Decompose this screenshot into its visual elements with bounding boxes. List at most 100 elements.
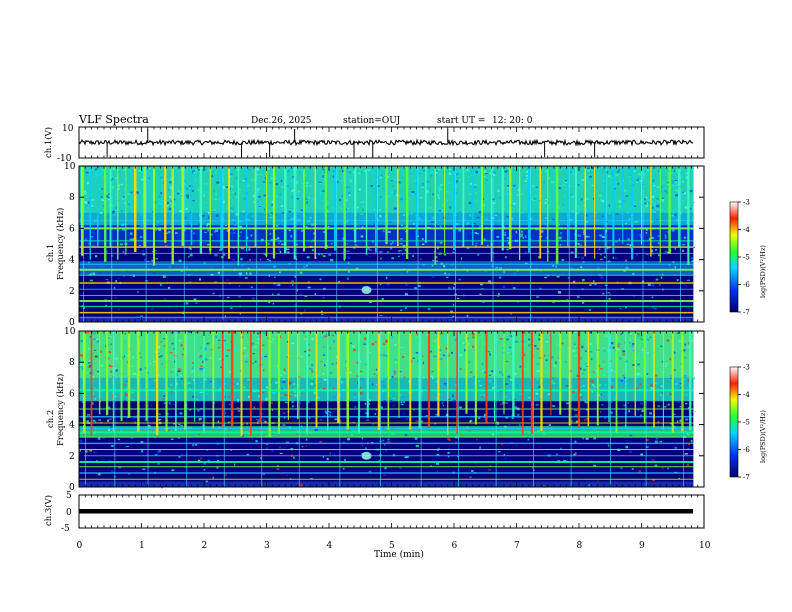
spectrogram-speckle <box>556 275 560 278</box>
spectrogram-speckle <box>259 186 262 190</box>
spectrogram-speckle <box>542 387 545 390</box>
spectrogram-speckle <box>219 179 221 182</box>
spectrogram-speckle <box>584 399 586 402</box>
spectrogram-speckle <box>312 249 315 252</box>
spectrogram-speckle <box>673 208 676 210</box>
spectrogram-speckle <box>358 387 362 389</box>
spectrogram-speckle <box>483 204 485 207</box>
spectrogram-speckle <box>392 241 394 244</box>
spectrogram-speckle <box>602 292 605 295</box>
spectrogram-speckle <box>565 402 570 405</box>
spectrogram-speckle <box>415 420 419 422</box>
spectrogram-speckle <box>89 279 93 282</box>
spectrogram-energy-region <box>79 316 694 322</box>
spectrogram-speckle <box>291 342 295 345</box>
spectrogram-speckle <box>282 224 286 227</box>
spectrogram-speckle <box>352 430 355 432</box>
spectrogram-speckle <box>526 174 528 177</box>
spectrogram-speckle <box>665 363 668 365</box>
spectrogram-speckle <box>649 336 652 338</box>
spectrogram-speckle <box>289 394 293 397</box>
spectrogram-speckle <box>691 257 694 260</box>
spectrogram-speckle <box>188 281 192 283</box>
spectrogram-speckle <box>280 194 282 196</box>
spectrogram-speckle <box>112 210 116 213</box>
spectrogram-speckle <box>314 428 318 432</box>
spectrogram-speckle <box>215 214 219 217</box>
spectrogram-speckle <box>94 349 97 351</box>
spectrogram-speckle <box>330 376 333 379</box>
spectrogram-speckle <box>521 230 523 233</box>
spectrogram-speckle <box>181 360 184 362</box>
spectrogram-speckle <box>106 172 108 176</box>
spectrogram-speckle <box>233 463 236 466</box>
ch1-colorbar <box>729 201 739 313</box>
spectrogram-speckle <box>442 204 445 207</box>
spectrogram-speckle <box>192 378 195 382</box>
spectrogram-speckle <box>241 352 245 354</box>
spectrogram-speckle <box>108 351 111 354</box>
spectrogram-speckle <box>390 221 392 223</box>
spectrogram-speckle <box>330 243 333 245</box>
spectrogram-speckle <box>569 193 573 196</box>
spectrogram-speckle <box>587 167 590 170</box>
spectrogram-speckle <box>679 419 682 422</box>
spectrogram-speckle <box>188 247 190 250</box>
spectrogram-energy-region <box>79 261 694 276</box>
spectrogram-speckle <box>124 334 127 337</box>
spectrogram-speckle <box>157 462 160 465</box>
spectrogram-speckle <box>318 381 320 383</box>
spectrogram-speckle <box>506 237 510 240</box>
spectrogram-speckle <box>528 344 530 347</box>
spectrogram-speckle <box>291 280 294 282</box>
spectrogram-speckle <box>107 196 110 199</box>
spectrogram-speckle <box>367 223 370 226</box>
spectrogram-speckle <box>607 292 611 294</box>
spectrogram-speckle <box>348 182 352 184</box>
spectrogram-ytick-label: 8 <box>69 358 75 368</box>
spectrogram-speckle <box>690 439 693 443</box>
spectrogram-speckle <box>291 196 294 198</box>
spectrogram-speckle <box>189 211 192 214</box>
ch2-spectrogram-ylabel: Frequency (kHz) <box>55 374 66 446</box>
spectrogram-speckle <box>447 451 450 454</box>
spectrogram-speckle <box>657 405 660 407</box>
spectrogram-speckle <box>654 374 658 377</box>
spectrogram-speckle <box>186 196 189 199</box>
spectrogram-speckle <box>346 207 349 210</box>
spectrogram-speckle <box>450 351 453 354</box>
spectrogram-speckle <box>125 393 128 396</box>
spectrogram-speckle <box>578 209 581 212</box>
spectrogram-speckle <box>632 350 635 352</box>
spectrogram-speckle <box>655 210 660 213</box>
spectrogram-speckle <box>670 423 673 425</box>
spectrogram-speckle <box>570 251 574 254</box>
spectrogram-speckle <box>479 446 481 449</box>
spectrogram-speckle <box>242 210 245 212</box>
spectrogram-speckle <box>163 345 166 347</box>
spectrogram-speckle <box>439 225 442 228</box>
spectrogram-speckle <box>262 181 266 183</box>
spectrogram-speckle <box>508 424 511 427</box>
spectrogram-speckle <box>239 235 241 237</box>
spectrogram-speckle <box>470 231 472 234</box>
spectrogram-speckle <box>361 369 364 372</box>
spectrogram-speckle <box>539 287 542 290</box>
spectrogram-speckle <box>614 392 617 395</box>
spectrogram-speckle <box>238 220 242 223</box>
spectrogram-speckle <box>117 203 121 205</box>
spectrogram-speckle <box>359 392 363 395</box>
spectrogram-speckle <box>379 314 383 317</box>
spectrogram-speckle <box>232 398 235 400</box>
spectrogram-speckle <box>444 174 447 176</box>
spectrogram-speckle <box>593 280 595 283</box>
spectrogram-speckle <box>223 383 227 385</box>
spectrogram-speckle <box>371 383 374 386</box>
spectrogram-speckle <box>107 345 110 347</box>
spectrogram-speckle <box>535 195 538 197</box>
spectrogram-speckle <box>255 440 258 443</box>
spectrogram-speckle <box>170 200 173 202</box>
spectrogram-speckle <box>188 336 190 339</box>
spectrogram-speckle <box>107 406 111 409</box>
spectrogram-speckle <box>191 367 194 369</box>
